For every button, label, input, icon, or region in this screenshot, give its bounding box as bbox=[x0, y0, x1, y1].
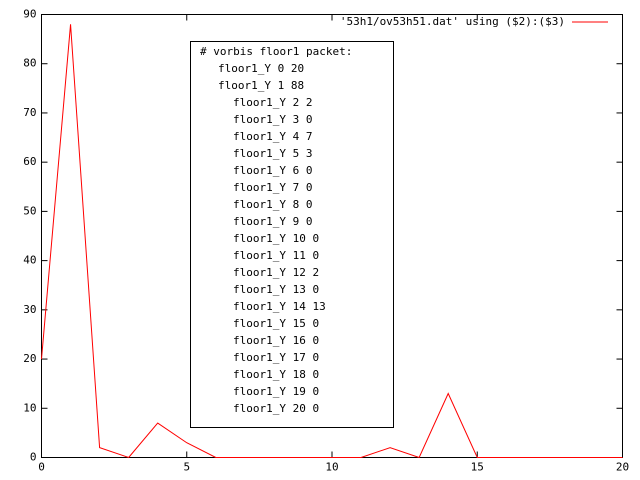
annotation-line: floor1_Y 5 3 bbox=[233, 147, 312, 160]
annotation-line: floor1_Y 7 0 bbox=[233, 181, 312, 194]
y-tick-label: 70 bbox=[23, 106, 36, 119]
annotation-line: floor1_Y 4 7 bbox=[233, 130, 312, 143]
annotation-line: floor1_Y 15 0 bbox=[233, 317, 319, 330]
annotation-line: floor1_Y 6 0 bbox=[233, 164, 312, 177]
annotation-line: floor1_Y 18 0 bbox=[233, 368, 319, 381]
annotation-line: floor1_Y 3 0 bbox=[233, 113, 312, 126]
data-line bbox=[41, 24, 623, 459]
x-tick-label: 0 bbox=[38, 461, 45, 474]
annotation-line: floor1_Y 8 0 bbox=[233, 198, 312, 211]
annotation-line: floor1_Y 17 0 bbox=[233, 351, 319, 364]
legend-label: '53h1/ov53h51.dat' using ($2):($3) bbox=[340, 15, 565, 28]
annotation-line: # vorbis floor1 packet: bbox=[200, 45, 352, 58]
annotation-line: floor1_Y 2 2 bbox=[233, 96, 312, 109]
annotation-line: floor1_Y 16 0 bbox=[233, 334, 319, 347]
annotation-line: floor1_Y 14 13 bbox=[233, 300, 326, 313]
annotation-line: floor1_Y 0 20 bbox=[218, 62, 304, 75]
x-tick-label: 20 bbox=[616, 461, 629, 474]
y-tick-label: 50 bbox=[23, 204, 36, 217]
annotation-line: floor1_Y 12 2 bbox=[233, 266, 319, 279]
x-tick-label: 10 bbox=[325, 461, 338, 474]
annotation-line: floor1_Y 10 0 bbox=[233, 232, 319, 245]
y-tick-label: 80 bbox=[23, 57, 36, 70]
y-tick-label: 30 bbox=[23, 303, 36, 316]
annotation-box bbox=[190, 41, 394, 428]
annotation-line: floor1_Y 19 0 bbox=[233, 385, 319, 398]
annotation-line: floor1_Y 13 0 bbox=[233, 283, 319, 296]
y-tick-label: 0 bbox=[30, 451, 37, 464]
annotation-line: floor1_Y 9 0 bbox=[233, 215, 312, 228]
annotation-line: floor1_Y 11 0 bbox=[233, 249, 319, 262]
y-tick-label: 40 bbox=[23, 254, 36, 267]
y-tick-label: 60 bbox=[23, 155, 36, 168]
annotation-line: floor1_Y 1 88 bbox=[218, 79, 304, 92]
x-tick-label: 15 bbox=[471, 461, 484, 474]
x-tick-label: 5 bbox=[183, 461, 190, 474]
y-tick-label: 20 bbox=[23, 352, 36, 365]
plot-frame bbox=[41, 14, 623, 458]
y-tick-label: 10 bbox=[23, 401, 36, 414]
y-tick-label: 90 bbox=[23, 8, 36, 21]
annotation-line: floor1_Y 20 0 bbox=[233, 402, 319, 415]
